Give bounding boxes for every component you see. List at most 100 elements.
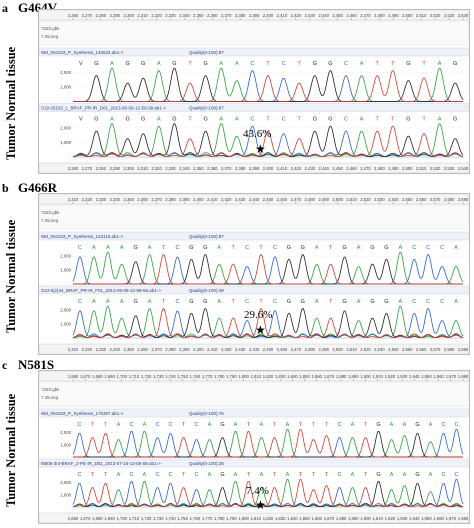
base-call: A [120, 299, 124, 305]
ruler-tick-label: 2,540 [388, 197, 399, 202]
bottom-tick-label: 1,770 [202, 516, 213, 521]
ruler-tick-label: 2,420 [291, 13, 302, 18]
base-call: T [104, 472, 108, 478]
base-call: G [203, 61, 207, 67]
bottom-tick-label: 2,270 [82, 166, 93, 171]
base-call: G [203, 245, 207, 251]
ruler-tick-label: 2,430 [235, 197, 246, 202]
base-call: T [231, 299, 235, 305]
base-call: A [454, 299, 458, 305]
base-call: A [260, 422, 264, 428]
ruler-tick-label: 2,530 [444, 13, 455, 18]
base-call: C [78, 299, 82, 305]
y-tick-label: 2,000 [60, 70, 71, 75]
base-call: A [143, 472, 147, 478]
bottom-tick-label: 2,300 [123, 166, 134, 171]
tissue-axis-label: Tumor Normal tissue [4, 46, 18, 160]
bottom-tick-label: 2,310 [68, 347, 79, 352]
ruler-tick-label: 2,320 [151, 13, 162, 18]
ruler-tick-label: 2,270 [82, 13, 93, 18]
base-call: G [415, 472, 419, 478]
base-call: T [298, 61, 302, 67]
base-call: T [259, 299, 263, 305]
bottom-tick-label: 2,520 [430, 166, 441, 171]
bottom-tick-label: 1,790 [226, 516, 237, 521]
bottom-tick-label: 1,960 [433, 516, 444, 521]
mutation-title: G466R [18, 180, 57, 195]
ruler-tick-label: 1,710 [129, 374, 140, 379]
ruler-tick-label: 1,790 [226, 374, 237, 379]
base-call: C [156, 472, 160, 478]
mutation-title: N581S [18, 357, 55, 372]
chromatogram-viewer[interactable]: 2,310 2,320 2,330 2,340 2,350 2,360 2,370 2,380… [38, 193, 470, 355]
base-call: T [162, 245, 166, 251]
base-call: A [360, 117, 364, 123]
ruler-tick-label: 1,810 [251, 374, 262, 379]
bottom-tick-label: 2,430 [305, 166, 316, 171]
base-call: C [442, 422, 446, 428]
bottom-tick-label: 2,370 [151, 347, 162, 352]
tissue-axis-label: Tumor Normal tissue [4, 219, 18, 333]
base-call: A [217, 299, 221, 305]
ruler-tick-label: 1,820 [263, 374, 274, 379]
base-call: G [453, 61, 457, 67]
bottom-tick-label: 2,360 [207, 166, 218, 171]
base-call: T [182, 422, 186, 428]
base-call: G [301, 299, 305, 305]
bottom-tick-label: 2,280 [96, 166, 107, 171]
base-call: C [442, 472, 446, 478]
base-call: G [370, 245, 374, 251]
bottom-tick-label: 2,520 [360, 347, 371, 352]
bottom-tick-label: 2,540 [458, 166, 469, 171]
base-call: A [92, 299, 96, 305]
base-call: G [94, 117, 98, 123]
bottom-tick-label: 2,580 [444, 347, 455, 352]
panel-letter: b [2, 181, 9, 195]
ruler-tick-label: 2,460 [346, 13, 357, 18]
base-call: A [351, 422, 355, 428]
chromatogram-viewer[interactable]: 2,260 2,270 2,280 2,290 2,300 2,310 2,320 2,330… [38, 9, 470, 174]
bottom-tick-label: 1,690 [104, 516, 115, 521]
bottom-tick-label: 1,710 [129, 516, 140, 521]
ruler-tick-label: 1,740 [165, 374, 176, 379]
trace-t [73, 253, 463, 285]
ruler-tick-label: 2,370 [221, 13, 232, 18]
base-call: G [172, 61, 176, 67]
ruler-tick-label: 2,500 [332, 197, 343, 202]
chromatogram-svg: 2,310 2,320 2,330 2,340 2,350 2,360 2,370 2,380… [38, 193, 470, 355]
ruler-tick-label: 1,690 [104, 374, 115, 379]
bottom-tick-label: 2,510 [346, 347, 357, 352]
ruler-tick-label: 1,660 [68, 374, 79, 379]
base-call: G [328, 61, 332, 67]
base-call: A [120, 245, 124, 251]
ruler-tick-label: 2,480 [305, 197, 316, 202]
base-call: T [298, 117, 302, 123]
mutation-marker: ★ [255, 498, 266, 512]
chromatogram-svg: 2,260 2,270 2,280 2,290 2,300 2,310 2,320 2,330… [38, 9, 470, 174]
base-call: A [143, 422, 147, 428]
base-call: A [219, 117, 223, 123]
bottom-tick-label: 1,940 [409, 516, 420, 521]
trace-a [73, 251, 464, 285]
base-call: A [110, 117, 114, 123]
base-call: C [130, 422, 134, 428]
bottom-tick-label: 2,540 [388, 347, 399, 352]
bottom-tick-label: 2,460 [346, 166, 357, 171]
base-call: A [403, 422, 407, 428]
trace-a [73, 429, 463, 458]
chromatogram-viewer[interactable]: 1,660 1,670 1,680 1,690 1,700 1,710 1,720 1,730… [38, 370, 470, 524]
base-call: G [141, 117, 145, 123]
base-call: C [175, 299, 179, 305]
trace-t [72, 125, 464, 158]
bottom-tick-label: 2,500 [402, 166, 413, 171]
bottom-tick-label: 2,380 [235, 166, 246, 171]
base-call: A [315, 299, 319, 305]
base-call: T [312, 472, 316, 478]
bottom-tick-label: 2,500 [332, 347, 343, 352]
base-call: G [376, 472, 380, 478]
ruler-tick-label: 1,910 [372, 374, 383, 379]
base-call: V [79, 117, 83, 123]
ruler-tick-label: 2,310 [137, 13, 148, 18]
track-name: M006-3nt-BRAF_2-PE-IR_D01_2013-07-16-13-… [41, 461, 161, 466]
ruler-tick-label: 1,860 [312, 374, 323, 379]
